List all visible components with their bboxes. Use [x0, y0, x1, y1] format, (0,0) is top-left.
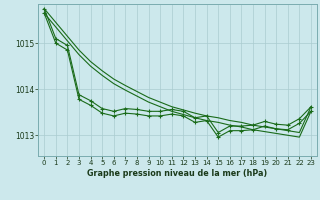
X-axis label: Graphe pression niveau de la mer (hPa): Graphe pression niveau de la mer (hPa): [87, 169, 268, 178]
